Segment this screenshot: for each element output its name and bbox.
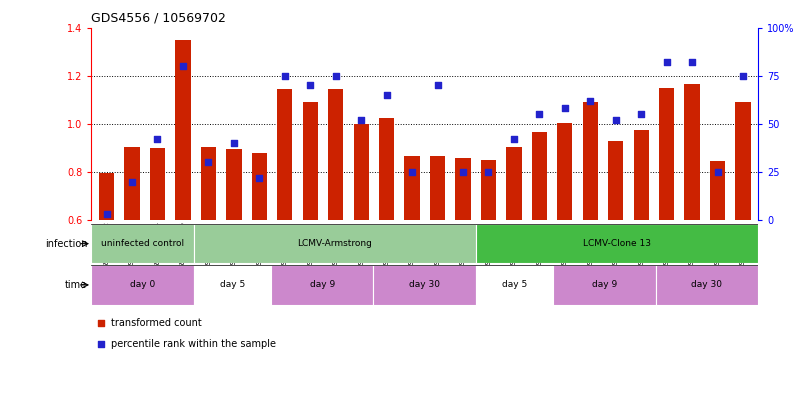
Text: day 5: day 5 — [502, 281, 527, 289]
Point — [380, 92, 393, 98]
Point — [355, 117, 368, 123]
Bar — [194, 265, 271, 305]
Text: day 30: day 30 — [692, 281, 723, 289]
Point — [457, 169, 469, 175]
Point — [279, 72, 291, 79]
Bar — [608, 141, 623, 220]
Bar — [175, 40, 191, 220]
Bar — [252, 152, 267, 220]
Bar — [476, 265, 553, 305]
Bar — [91, 265, 194, 305]
Text: percentile rank within the sample: percentile rank within the sample — [111, 339, 276, 349]
Point — [151, 136, 164, 142]
Bar — [557, 123, 572, 220]
Text: transformed count: transformed count — [111, 318, 202, 328]
Text: GDS4556 / 10569702: GDS4556 / 10569702 — [91, 12, 226, 25]
Bar — [430, 156, 445, 220]
Bar — [201, 147, 216, 220]
Text: day 0: day 0 — [130, 281, 156, 289]
Point — [635, 111, 648, 117]
Point — [228, 140, 241, 146]
Text: uninfected control: uninfected control — [101, 239, 184, 248]
Point — [304, 82, 317, 88]
Text: day 5: day 5 — [220, 281, 245, 289]
Bar — [583, 102, 598, 220]
Point — [95, 341, 108, 347]
Point — [202, 159, 214, 165]
Bar — [710, 161, 725, 220]
Bar — [507, 147, 522, 220]
Bar — [353, 124, 368, 220]
Point — [125, 178, 138, 185]
Text: day 30: day 30 — [409, 281, 441, 289]
Text: LCMV-Armstrong: LCMV-Armstrong — [298, 239, 372, 248]
Point — [431, 82, 444, 88]
Point — [711, 169, 724, 175]
Point — [482, 169, 495, 175]
Bar — [328, 89, 343, 220]
Point — [95, 320, 108, 326]
Bar — [99, 173, 114, 220]
Bar — [373, 265, 476, 305]
Point — [253, 174, 266, 181]
Bar — [532, 132, 547, 220]
Bar — [481, 160, 496, 220]
Bar — [656, 265, 758, 305]
Bar — [379, 118, 395, 220]
Point — [100, 211, 113, 217]
Bar — [659, 88, 674, 220]
Point — [330, 72, 342, 79]
Bar — [684, 84, 700, 220]
Bar — [404, 156, 420, 220]
Point — [661, 59, 673, 65]
Bar — [476, 224, 758, 263]
Bar — [125, 147, 140, 220]
Bar — [455, 158, 471, 220]
Point — [176, 63, 189, 69]
Text: infection: infection — [44, 239, 87, 249]
Point — [507, 136, 520, 142]
Point — [533, 111, 545, 117]
Bar — [271, 265, 373, 305]
Text: day 9: day 9 — [592, 281, 617, 289]
Bar — [303, 102, 318, 220]
Bar — [226, 149, 241, 220]
Bar — [150, 148, 165, 220]
Text: time: time — [65, 280, 87, 290]
Bar — [277, 89, 292, 220]
Point — [737, 72, 750, 79]
Bar — [553, 265, 656, 305]
Point — [609, 117, 622, 123]
Text: day 9: day 9 — [310, 281, 335, 289]
Bar — [194, 224, 476, 263]
Point — [686, 59, 699, 65]
Bar — [91, 224, 194, 263]
Point — [406, 169, 418, 175]
Text: LCMV-Clone 13: LCMV-Clone 13 — [583, 239, 651, 248]
Bar — [735, 102, 750, 220]
Bar — [634, 130, 649, 220]
Point — [584, 97, 596, 104]
Point — [558, 105, 571, 112]
